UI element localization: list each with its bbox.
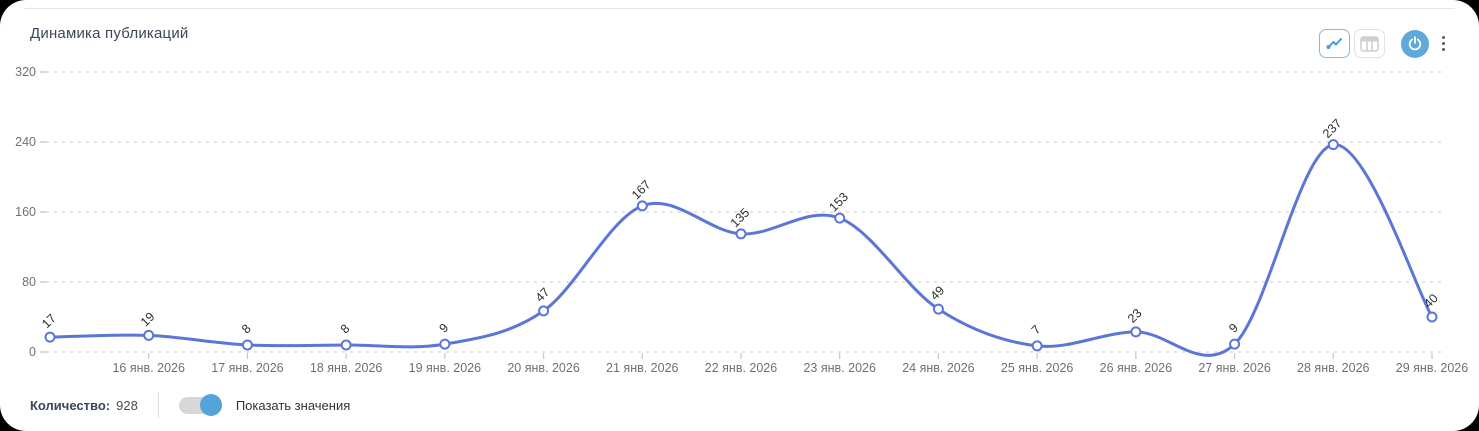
data-point[interactable] [538,305,550,317]
value-label: 8 [338,322,353,337]
value-label: 9 [436,321,451,336]
show-values-label: Показать значения [235,397,351,413]
footer-divider [157,392,159,418]
x-axis-label: 23 янв. 2026 [803,361,875,375]
x-axis-label: 16 янв. 2026 [112,361,184,375]
x-axis-label: 25 янв. 2026 [1001,361,1073,375]
data-point[interactable] [1130,326,1142,338]
value-label: 237 [1320,116,1345,141]
data-point[interactable] [439,338,451,350]
data-point[interactable] [834,212,846,224]
y-axis-label: 160 [15,205,36,219]
data-point[interactable] [932,303,944,315]
x-axis-label: 29 янв. 2026 [1396,361,1468,375]
x-axis-label: 18 янв. 2026 [310,361,382,375]
data-point[interactable] [143,329,155,341]
toggle-knob[interactable] [199,394,222,416]
line-chart-icon [1325,35,1344,52]
value-label: 19 [138,309,158,329]
value-label: 7 [1029,322,1044,337]
y-axis-label: 80 [22,275,36,289]
data-point[interactable] [735,228,747,240]
x-axis-label: 19 янв. 2026 [409,361,481,375]
x-axis-label: 24 янв. 2026 [902,361,974,375]
value-label: 167 [629,178,654,203]
power-icon [1407,35,1423,52]
data-point[interactable] [241,339,253,351]
x-axis-label: 20 янв. 2026 [507,361,579,375]
line-view-button[interactable] [1319,29,1350,58]
x-axis-label: 22 янв. 2026 [705,361,777,375]
x-axis-label: 26 янв. 2026 [1100,361,1172,375]
y-axis-label: 320 [15,65,36,79]
data-point[interactable] [1229,338,1241,350]
table-icon [1360,35,1379,52]
more-options-button[interactable] [1435,30,1451,58]
value-label: 49 [928,283,948,303]
value-label: 17 [39,311,59,331]
x-axis-label: 17 янв. 2026 [211,361,283,375]
y-axis-label: 0 [29,345,36,359]
value-label: 135 [728,206,753,231]
value-label: 8 [239,322,254,337]
value-label: 47 [533,285,553,305]
data-point[interactable] [340,339,352,351]
data-point[interactable] [1031,340,1043,352]
data-point[interactable] [44,331,56,343]
data-point[interactable] [636,200,648,212]
count-value: 928 [116,397,138,413]
card-top-divider [24,8,1455,9]
count-label: Количество: [30,397,111,413]
x-axis-label: 21 янв. 2026 [606,361,678,375]
page-title: Динамика публикаций [30,25,189,42]
x-axis-label: 28 янв. 2026 [1297,361,1369,375]
value-label: 23 [1125,306,1145,326]
data-point[interactable] [1426,311,1438,323]
show-values-toggle[interactable] [178,394,222,416]
power-button[interactable] [1401,29,1429,58]
chart-toolbar [1319,29,1451,58]
value-label: 40 [1421,291,1441,311]
value-label: 9 [1226,321,1241,336]
y-axis-label: 240 [15,135,36,149]
chart-footer: Количество: 928 Показать значения [30,391,350,419]
series-line [48,143,1434,357]
value-label: 153 [826,190,851,215]
table-view-button[interactable] [1354,29,1385,58]
data-point[interactable] [1327,139,1339,151]
x-axis-label: 27 янв. 2026 [1198,361,1270,375]
